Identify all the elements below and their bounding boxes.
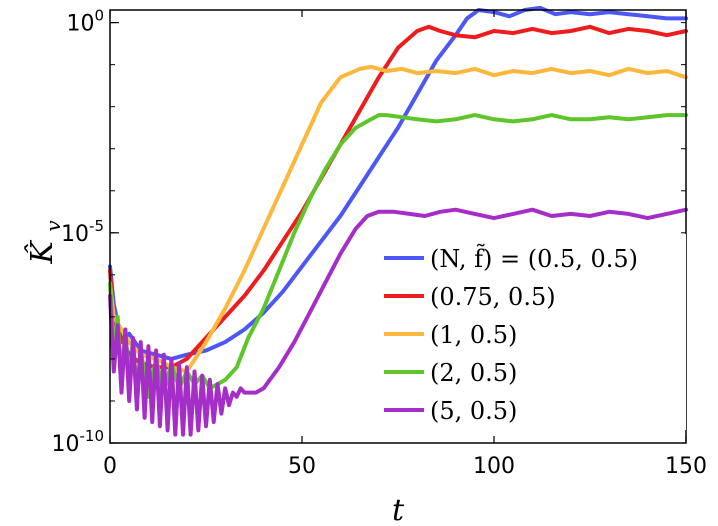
- plot-lines: [108, 5, 688, 437]
- plot-frame: [109, 9, 687, 444]
- y-axis-label-main: K̂: [25, 240, 60, 265]
- y-tick-label: 10-5: [61, 217, 104, 247]
- y-tick-label: 100: [66, 7, 104, 37]
- legend-label-1: (N, f̃) = (0.5, 0.5): [430, 244, 638, 273]
- x-tick-label: 50: [288, 454, 316, 479]
- x-tick-label: 150: [665, 454, 707, 479]
- legend-label-4: (2, 0.5): [430, 359, 517, 387]
- legend: (N, f̃) = (0.5, 0.5) (0.75, 0.5) (1, 0.5) (…: [374, 234, 686, 430]
- series-line-3: [108, 64, 688, 374]
- y-tick-label: 10-10: [52, 427, 105, 457]
- legend-label-3: (1, 0.5): [430, 321, 517, 349]
- ticks: 0 50 100 150 100 10-5 10-10: [52, 7, 708, 479]
- legend-label-2: (0.75, 0.5): [430, 283, 556, 311]
- series-line-1: [108, 5, 688, 361]
- series-line-5: [108, 207, 688, 437]
- x-axis-label: t: [392, 493, 405, 526]
- legend-box: [374, 234, 686, 430]
- x-tick-label: 0: [103, 454, 117, 479]
- x-tick-label: 100: [473, 454, 515, 479]
- y-axis-label-sub: v: [41, 220, 65, 232]
- y-axis-label: K̂ v: [25, 220, 65, 265]
- legend-label-5: (5, 0.5): [430, 397, 517, 425]
- svg-text:K̂ v: K̂ v: [25, 220, 65, 265]
